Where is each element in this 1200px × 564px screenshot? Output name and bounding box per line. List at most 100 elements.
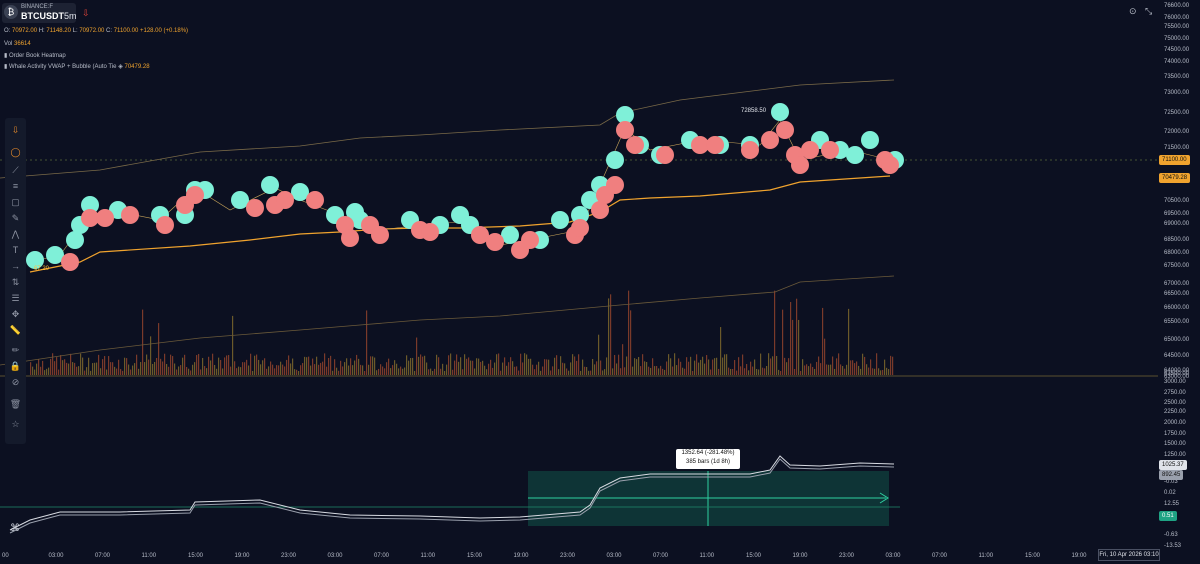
volume-bar bbox=[780, 370, 782, 375]
volume-bar bbox=[430, 368, 432, 375]
volume-bar bbox=[560, 356, 562, 375]
position-icon[interactable]: ⇅ bbox=[11, 277, 20, 287]
indicator-legend-heatmap[interactable]: ▮ Order Book Heatmap bbox=[4, 53, 66, 59]
volume-bar bbox=[40, 366, 42, 375]
volume-bar bbox=[240, 367, 242, 375]
move-icon[interactable]: ✥ bbox=[11, 309, 20, 319]
volume-bar bbox=[260, 364, 262, 375]
lock-icon[interactable]: 🔒 bbox=[9, 361, 22, 371]
rectangle-icon[interactable]: ▢ bbox=[11, 197, 20, 207]
volume-bar bbox=[404, 367, 406, 375]
volume-bar bbox=[248, 365, 250, 375]
volume-legend[interactable]: Vol 36614 bbox=[4, 41, 31, 47]
volume-bar bbox=[630, 310, 632, 375]
interval-button[interactable]: 5m bbox=[64, 11, 77, 21]
volume-bar bbox=[162, 361, 164, 375]
projection-icon[interactable]: ☰ bbox=[11, 293, 20, 303]
volume-bar bbox=[664, 369, 666, 375]
indicator-tick-label: 12.55 bbox=[1164, 501, 1180, 507]
volume-bar bbox=[764, 368, 766, 375]
trend-line-icon[interactable]: ⟋ bbox=[12, 165, 19, 175]
volume-bar bbox=[88, 357, 90, 375]
eye-off-icon[interactable]: ⊘ bbox=[11, 377, 20, 387]
volume-bar bbox=[292, 358, 294, 375]
volume-bar bbox=[782, 309, 784, 375]
volume-bar bbox=[882, 369, 884, 375]
time-tick-label: 07:00 bbox=[95, 553, 111, 559]
volume-bar bbox=[610, 294, 612, 375]
volume-bar bbox=[416, 337, 418, 375]
pencil-icon[interactable]: ✏ bbox=[11, 345, 20, 355]
brush-icon[interactable]: ✎ bbox=[11, 213, 20, 223]
sell-bubble bbox=[791, 156, 809, 174]
volume-bar bbox=[160, 358, 162, 375]
price-tick-label: 68000.00 bbox=[1164, 250, 1190, 256]
text-icon[interactable]: T bbox=[12, 245, 19, 255]
volume-bar bbox=[794, 368, 796, 375]
volume-bar bbox=[60, 355, 62, 375]
price-tick-label: 63000.00 bbox=[1164, 374, 1190, 380]
price-tick-label: 67500.00 bbox=[1164, 263, 1190, 269]
volume-bar bbox=[136, 354, 138, 375]
symbol-selector[interactable]: ₿ BINANCE:F BTCUSDT 5m bbox=[2, 3, 77, 23]
sell-bubble bbox=[371, 226, 389, 244]
pin-icon[interactable]: ⇩ bbox=[11, 125, 20, 135]
volume-bar bbox=[592, 358, 594, 375]
volume-bar bbox=[244, 362, 246, 375]
arrow-icon[interactable]: → bbox=[11, 261, 20, 271]
volume-bar bbox=[750, 361, 752, 375]
volume-bar bbox=[658, 368, 660, 375]
volume-bar bbox=[106, 369, 108, 375]
volume-bar bbox=[402, 368, 404, 375]
volume-bar bbox=[258, 359, 260, 375]
crosshair-icon[interactable]: ◯ bbox=[10, 147, 21, 157]
volume-bar bbox=[656, 365, 658, 375]
volume-bar bbox=[72, 362, 74, 375]
volume-bar bbox=[648, 366, 650, 375]
volume-bar bbox=[678, 358, 680, 375]
volume-bar bbox=[866, 364, 868, 375]
volume-bar bbox=[716, 357, 718, 375]
volume-bar bbox=[778, 369, 780, 375]
volume-bar bbox=[306, 357, 308, 375]
fib-icon[interactable]: ≡ bbox=[12, 181, 19, 191]
volume-bar bbox=[64, 359, 66, 375]
settings-icon: ◈ bbox=[118, 64, 123, 70]
indicator-legend-vwap[interactable]: ▮ Whale Activity VWAP + Bubble (Auto Tie… bbox=[4, 64, 150, 70]
trash-icon[interactable]: 🗑 bbox=[9, 399, 22, 409]
volume-bar bbox=[342, 366, 344, 375]
sell-bubble bbox=[656, 146, 674, 164]
volume-bar bbox=[718, 368, 720, 375]
volume-bar bbox=[652, 358, 654, 375]
chart-canvas[interactable] bbox=[0, 0, 1158, 548]
star-icon[interactable]: ☆ bbox=[11, 419, 20, 429]
camera-icon[interactable]: ⊙ bbox=[1129, 6, 1137, 16]
fullscreen-icon[interactable]: ⤡ bbox=[1145, 6, 1153, 16]
volume-bar bbox=[198, 353, 200, 375]
time-tick-label: 00 bbox=[2, 553, 9, 559]
volume-bar bbox=[528, 358, 530, 375]
volume-bar bbox=[476, 358, 478, 375]
time-tick-label: 19:00 bbox=[1071, 553, 1087, 559]
price-tick-label: 72000.00 bbox=[1164, 129, 1190, 135]
volume-bar bbox=[48, 367, 50, 375]
volume-bar bbox=[808, 366, 810, 375]
pattern-icon[interactable]: ⋀ bbox=[11, 229, 20, 239]
sell-bubble bbox=[96, 209, 114, 227]
sell-bubble bbox=[741, 141, 759, 159]
volume-bar bbox=[522, 362, 524, 375]
volume-bar bbox=[180, 365, 182, 375]
ruler-icon[interactable]: 📏 bbox=[9, 325, 22, 335]
volume-bar bbox=[464, 354, 466, 375]
volume-bar bbox=[96, 362, 98, 375]
volume-bar bbox=[206, 368, 208, 375]
alert-icon[interactable]: ⇩ bbox=[82, 8, 90, 18]
volume-bar bbox=[220, 360, 222, 375]
volume-bar bbox=[134, 363, 136, 375]
price-tick-label: 73000.00 bbox=[1164, 90, 1190, 96]
buy-bubble bbox=[771, 103, 789, 121]
price-tick-label: 65000.00 bbox=[1164, 337, 1190, 343]
volume-bar bbox=[836, 358, 838, 375]
volume-bar bbox=[112, 362, 114, 375]
volume-bar bbox=[286, 359, 288, 375]
